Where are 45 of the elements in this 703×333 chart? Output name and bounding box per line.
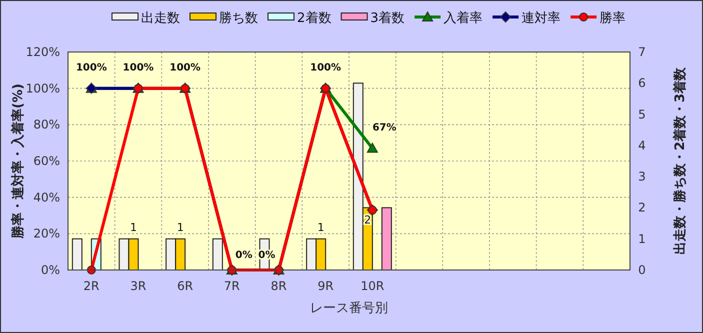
x-tick-label: 6R — [177, 279, 194, 293]
legend-label: 出走数 — [141, 11, 180, 26]
y-tick-label: 100% — [26, 81, 60, 96]
bar — [72, 238, 82, 270]
data-label: 1 — [130, 220, 137, 234]
x-tick-label: 3R — [130, 279, 146, 293]
y-tick-label: 120% — [26, 45, 60, 59]
x-tick-label: 9R — [318, 279, 334, 293]
y2-tick-label: 6 — [638, 76, 646, 90]
y2-tick-label: 7 — [638, 45, 646, 59]
legend-label: 勝率 — [600, 10, 626, 26]
bar — [212, 238, 223, 270]
point — [366, 142, 378, 153]
y-tick-label: 60% — [33, 154, 60, 168]
y2-tick-label: 3 — [638, 170, 646, 184]
y-axis-title: 勝率・連対率・入着率(%) — [10, 84, 26, 240]
y2-tick-label: 5 — [638, 107, 646, 122]
data-label: 100% — [76, 62, 107, 74]
y-tick-label: 20% — [33, 226, 60, 241]
data-label: 100% — [310, 62, 342, 74]
legend-label: 連対率 — [522, 10, 561, 26]
data-label: 0% — [235, 250, 252, 261]
data-label: 67% — [372, 122, 396, 134]
legend-label: 勝ち数 — [219, 11, 258, 26]
y2-tick-label: 2 — [638, 200, 646, 215]
x-tick-label: 2R — [83, 279, 100, 293]
y2-tick-label: 0 — [638, 263, 646, 277]
data-label: 1 — [317, 220, 324, 234]
data-label: 1 — [176, 220, 184, 234]
y2-tick-label: 1 — [638, 232, 646, 246]
legend-label: 3着数 — [370, 10, 405, 26]
x-axis-title: レース番号別 — [310, 301, 388, 316]
y2-axis-title: 出走数・勝ち数・2着数・3着数 — [672, 66, 688, 255]
x-tick-label: 10R — [360, 279, 384, 293]
y2-tick-label: 4 — [638, 138, 646, 152]
data-label: 100% — [170, 62, 201, 74]
y-tick-label: 40% — [33, 190, 60, 204]
legend-label: 2着数 — [297, 10, 332, 26]
y-tick-label: 80% — [33, 118, 60, 132]
data-label: 100% — [122, 62, 154, 74]
data-label: 2 — [364, 214, 372, 227]
y-tick-label: 0% — [40, 263, 60, 277]
x-tick-label: 8R — [270, 279, 287, 293]
x-tick-label: 7R — [224, 279, 240, 293]
legend-label: 入着率 — [444, 10, 483, 26]
